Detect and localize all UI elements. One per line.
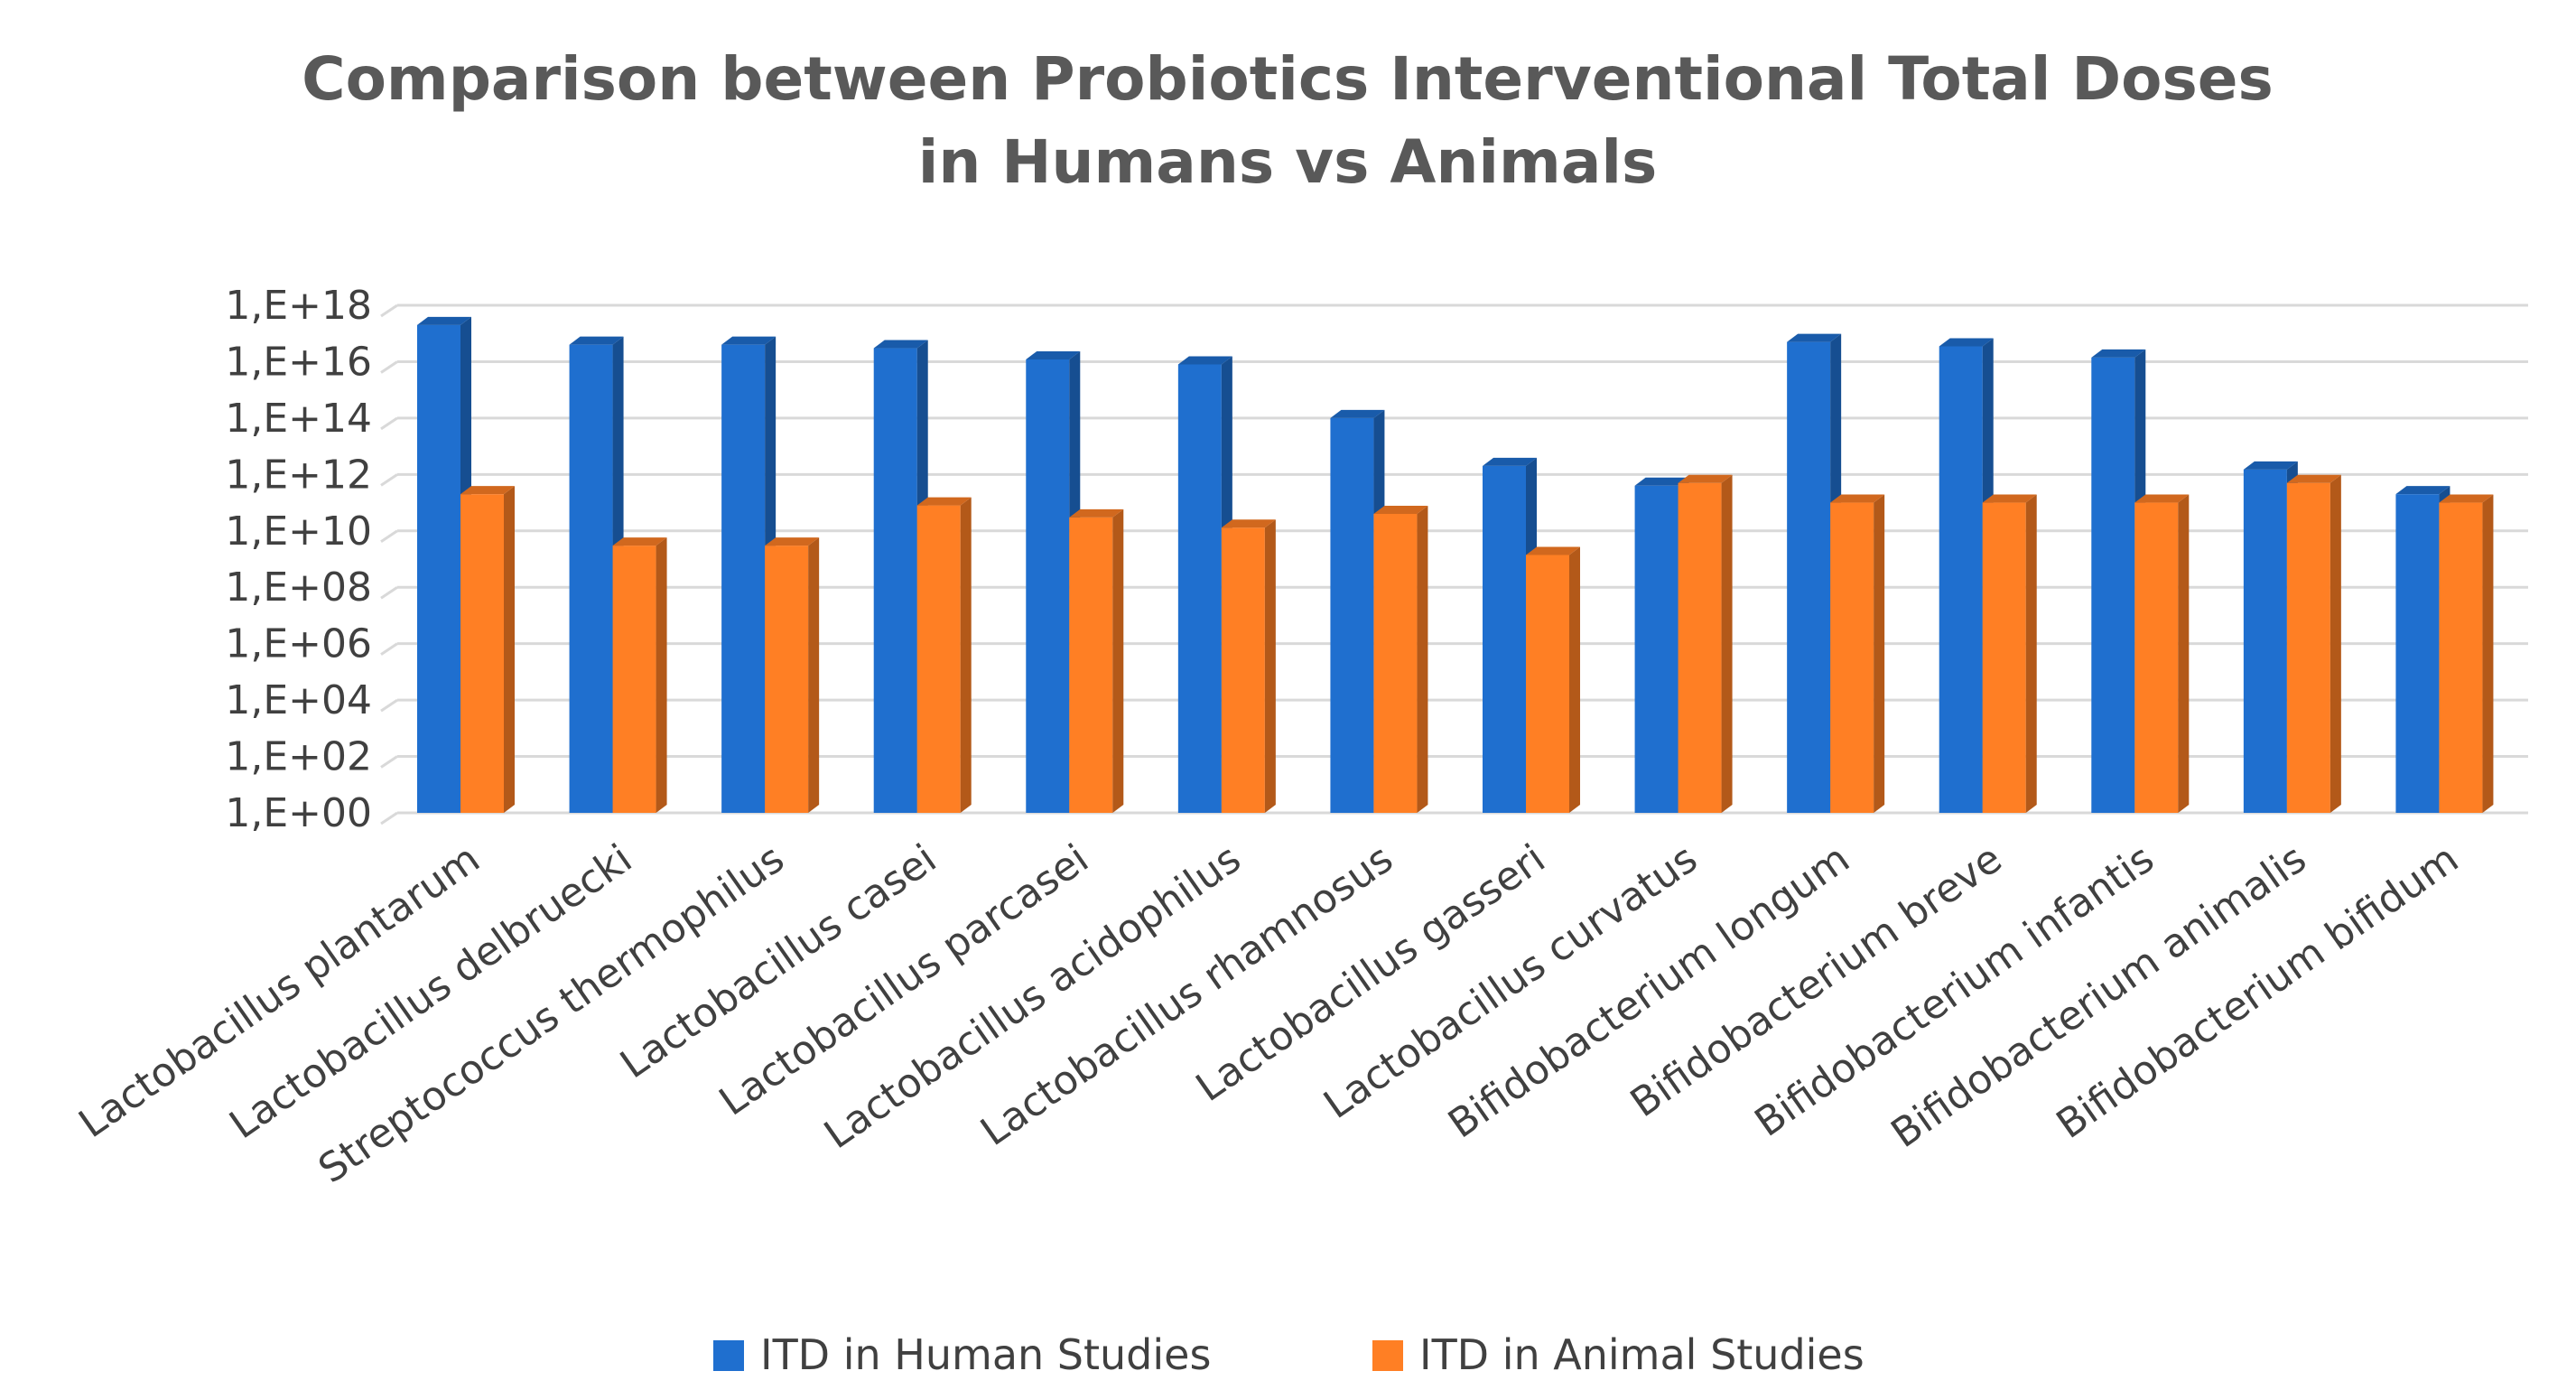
y-axis-ticks: 1,E+00 1,E+02 1,E+04 1,E+06 1,E+08 1,E+10 1,E+… (225, 283, 372, 836)
bar-animal-12 (2286, 474, 2341, 813)
y-tick-label: 1,E+12 (225, 452, 372, 498)
y-tick-label: 1,E+10 (225, 508, 372, 555)
gridline-depth (380, 303, 398, 318)
gridline-depth (380, 360, 398, 374)
bar-animal-8 (1678, 474, 1733, 813)
gridline-depth (380, 755, 398, 769)
bar-animal-0 (460, 486, 515, 813)
legend-item-animal: ITD in Animal Studies (1372, 1330, 1865, 1379)
y-tick-label: 1,E+04 (225, 677, 372, 723)
legend-swatch (713, 1340, 744, 1371)
bar-animal-3 (916, 497, 972, 813)
y-tick-label: 1,E+06 (225, 621, 372, 667)
bar-animal-1 (612, 537, 667, 813)
bar-animal-5 (1221, 519, 1276, 813)
chart-title-line-1: Comparison between Probiotics Interventi… (302, 44, 2274, 114)
gridline-depth (380, 585, 398, 600)
legend-swatch (1372, 1340, 1403, 1371)
y-tick-label: 1,E+02 (225, 734, 372, 780)
bar-animal-7 (1526, 546, 1580, 813)
bar-animal-13 (2439, 494, 2494, 813)
legend-label: ITD in Animal Studies (1419, 1330, 1865, 1379)
y-tick-label: 1,E+08 (225, 564, 372, 611)
legend-label: ITD in Human Studies (760, 1330, 1211, 1379)
gridline-depth (380, 416, 398, 431)
bar-animal-10 (1982, 494, 2037, 813)
gridline-depth (380, 642, 398, 656)
bar-animal-11 (2134, 494, 2190, 813)
bars (417, 316, 2494, 814)
legend: ITD in Human Studies ITD in Animal Studie… (713, 1330, 1865, 1379)
y-tick-label: 1,E+00 (225, 790, 372, 836)
bar-animal-2 (765, 537, 820, 813)
y-tick-label: 1,E+14 (225, 396, 372, 442)
gridline-depth (380, 473, 398, 487)
gridlines (380, 303, 2528, 825)
gridline-depth (380, 529, 398, 544)
y-tick-label: 1,E+16 (225, 339, 372, 385)
bar-animal-9 (1830, 494, 1885, 813)
bar-animal-6 (1373, 505, 1428, 813)
chart-title-line-2: in Humans vs Animals (918, 127, 1658, 197)
y-tick-label: 1,E+18 (225, 283, 372, 329)
gridline-depth (380, 811, 398, 825)
gridline-depth (380, 698, 398, 713)
legend-item-human: ITD in Human Studies (713, 1330, 1211, 1379)
bar-animal-4 (1069, 508, 1124, 813)
